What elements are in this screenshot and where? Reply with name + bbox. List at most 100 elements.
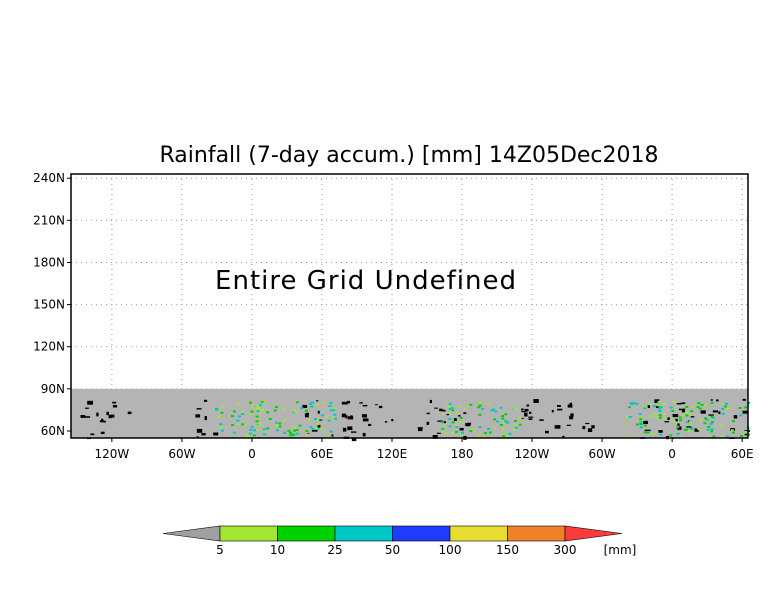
y-tick-label-0: 240N — [33, 171, 65, 185]
coastline-segment — [678, 408, 682, 411]
rain-cell — [638, 413, 642, 416]
rain-cell — [643, 431, 647, 434]
rain-cell — [725, 435, 729, 438]
coastline-segment — [432, 435, 438, 439]
rain-cell — [689, 427, 693, 430]
rain-cell — [477, 406, 481, 409]
rain-cell — [478, 426, 482, 429]
rain-cell — [658, 416, 662, 419]
coastline-segment — [434, 407, 438, 409]
rain-cell — [256, 404, 260, 407]
rain-cell — [676, 432, 680, 435]
rain-cell — [518, 417, 522, 420]
rain-cell — [215, 408, 219, 411]
coastline-segment — [196, 428, 203, 433]
rain-cell — [245, 433, 249, 436]
rain-cell — [628, 406, 631, 409]
rain-cell — [625, 415, 629, 418]
rain-cell — [496, 420, 500, 423]
coastline-segment — [529, 411, 532, 414]
rain-cell — [704, 417, 708, 420]
rain-cell — [685, 414, 689, 417]
coastline-segment — [311, 429, 318, 432]
rain-cell — [249, 401, 252, 404]
rain-cell — [747, 401, 751, 404]
coastline-segment — [463, 412, 467, 414]
rain-cell — [295, 401, 299, 404]
rain-cell — [255, 415, 259, 418]
rain-cell — [231, 415, 234, 417]
coastline-segment — [718, 411, 721, 414]
rain-cell — [329, 430, 333, 433]
colorbar-level-2: 25 — [327, 543, 342, 557]
rain-cell — [311, 428, 315, 430]
rain-cell — [304, 409, 308, 412]
rain-cell — [256, 428, 260, 431]
rain-cell — [658, 407, 662, 410]
rain-cell — [639, 426, 643, 429]
coastline-segment — [317, 424, 321, 428]
coastline-segment — [100, 431, 105, 434]
rain-cell — [721, 413, 725, 415]
x-axis: 120W 60W 0 60E 120E 180 120W 60W 0 60E — [94, 438, 754, 461]
rain-cell — [646, 431, 650, 434]
rain-cell — [499, 423, 503, 426]
rain-cell — [240, 411, 244, 414]
rain-cell — [724, 405, 727, 408]
rain-cell — [243, 423, 247, 426]
colorbar-under-arrow — [162, 525, 221, 542]
coastline-segment — [551, 410, 554, 413]
coastline-segment — [567, 404, 573, 408]
rain-cell — [266, 427, 270, 430]
rain-cell — [263, 431, 267, 434]
rain-cell — [643, 407, 647, 410]
rain-cell — [248, 432, 252, 435]
rain-cell — [499, 406, 503, 409]
rain-cell — [219, 426, 223, 429]
coastline-segment — [341, 401, 348, 405]
rain-cell — [283, 407, 286, 410]
rain-cell — [231, 424, 234, 426]
rain-cell — [316, 427, 320, 430]
rain-cell — [481, 407, 485, 410]
coastline-segment — [347, 426, 353, 431]
rain-cell — [663, 417, 666, 420]
rain-cell — [455, 423, 459, 426]
rain-cell — [259, 410, 263, 413]
coastline-segment — [712, 410, 718, 413]
rain-cell — [739, 414, 743, 417]
rain-cell — [512, 429, 516, 431]
coastline-segment — [203, 399, 208, 402]
rain-cell — [679, 419, 683, 422]
coastline-segment — [562, 435, 565, 438]
coastline-segment — [569, 415, 573, 420]
rain-cell — [744, 430, 748, 433]
rain-cell — [685, 405, 689, 408]
x-tick-label-0: 120W — [94, 447, 129, 461]
rain-cell — [478, 413, 482, 416]
rain-cell — [256, 406, 260, 409]
coastline-segment — [676, 403, 682, 405]
coastline-segment — [554, 425, 561, 429]
rain-cell — [320, 414, 324, 417]
rain-cell — [738, 407, 742, 409]
rain-cell — [232, 431, 236, 434]
coastline-segment — [437, 420, 443, 422]
rain-cell — [732, 420, 735, 423]
coastline-segment — [694, 428, 699, 432]
coastline-segment — [520, 417, 524, 419]
rain-cell — [258, 403, 262, 406]
coastline-segment — [112, 401, 117, 404]
rain-cell — [219, 423, 223, 426]
coastline-segment — [526, 404, 530, 407]
rain-cell — [450, 407, 454, 410]
coastline-segment — [319, 419, 323, 421]
coastline-segment — [302, 404, 308, 408]
rain-cell — [706, 428, 710, 431]
rain-cell — [652, 412, 656, 415]
rain-cell — [221, 429, 224, 432]
rain-cell — [328, 405, 332, 407]
x-tick-label-6: 120W — [515, 447, 550, 461]
rain-cell — [655, 415, 659, 418]
rain-cell — [724, 402, 728, 405]
